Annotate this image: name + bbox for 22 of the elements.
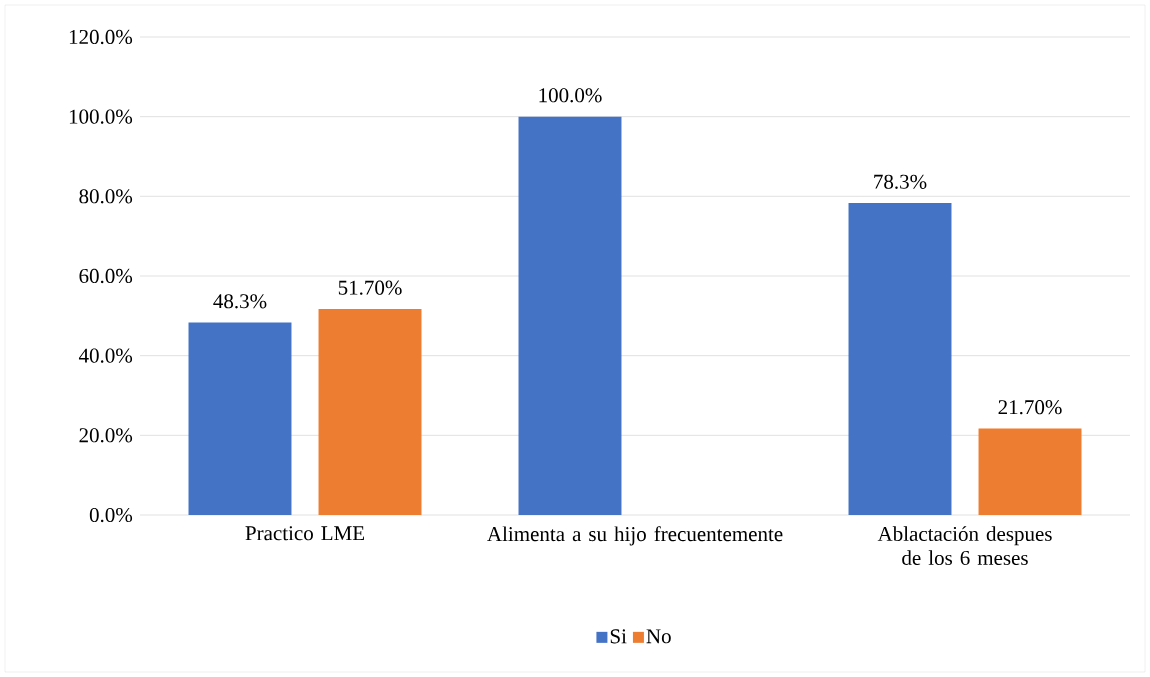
y-tick-label: 0.0% [89,507,133,523]
bar [978,428,1082,515]
y-tick-label: 80.0% [79,189,133,204]
x-tick-label: Ablactación despues de los 6 meses [877,526,1052,565]
y-tick-label: 20.0% [79,428,133,443]
data-label: 21.70% [998,400,1062,415]
data-label: 51.70% [338,280,402,295]
x-tick-label: Alimenta a su hijo frecuentemente [487,526,783,546]
bar [848,203,952,515]
legend-label: No [646,629,671,644]
y-tick-label: 100.0% [69,109,133,124]
y-tick-label: 60.0% [79,268,133,284]
data-label: 48.3% [213,294,267,309]
bar [318,309,422,515]
legend-label: Si [610,629,627,644]
y-tick-label: 120.0% [69,29,133,45]
x-tick-label: Practico LME [245,526,365,541]
bar [188,322,292,515]
data-label: 78.3% [874,174,927,189]
y-tick-label: 40.0% [78,348,133,363]
bar [518,116,622,515]
data-label: 100.0% [539,88,602,103]
